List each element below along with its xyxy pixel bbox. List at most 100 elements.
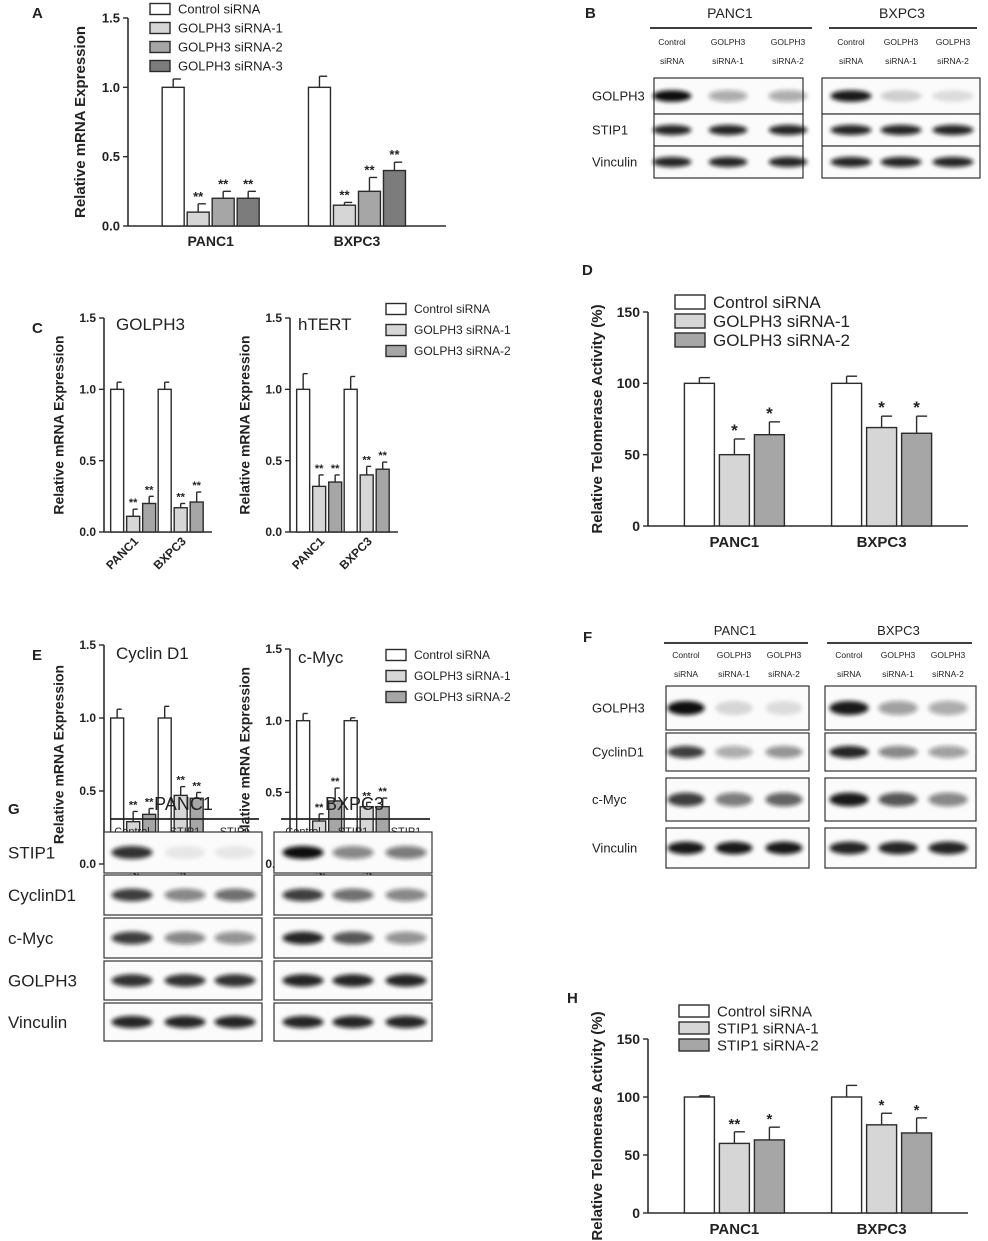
legend-label: GOLPH3 siRNA-2 xyxy=(414,690,511,704)
x-category-label: BXPC3 xyxy=(151,534,189,572)
legend-label: Control siRNA xyxy=(717,1003,812,1020)
cell-line-header: PANC1 xyxy=(707,5,753,21)
legend-swatch xyxy=(674,332,706,348)
bar-C2-PANC1-0 xyxy=(295,388,311,533)
significance-stars: ** xyxy=(729,1116,741,1133)
blot-band xyxy=(332,931,374,945)
significance-stars: ** xyxy=(192,780,201,792)
y-tick-label: 1.5 xyxy=(79,311,96,325)
y-tick-label: 1.0 xyxy=(79,383,96,397)
blot-band xyxy=(880,124,922,136)
legend-swatch xyxy=(678,1004,710,1018)
blot-band xyxy=(829,792,869,807)
blot-row-label: GOLPH3 xyxy=(592,89,645,104)
blot-band xyxy=(385,1015,427,1029)
y-tick-label: 50 xyxy=(624,1147,640,1163)
y-tick-label: 150 xyxy=(617,1031,641,1047)
significance-stars: * xyxy=(731,421,738,440)
blot-band xyxy=(928,792,968,807)
lane-label: GOLPH3 xyxy=(884,37,919,47)
bar-H-BXPC3-2 xyxy=(900,1132,933,1214)
blot-band xyxy=(932,124,974,136)
y-tick-label: 100 xyxy=(617,375,641,391)
blot-band xyxy=(830,90,872,102)
legend-swatch xyxy=(149,59,171,73)
lane-label: GOLPH3 xyxy=(881,650,916,660)
blot-band xyxy=(878,745,918,759)
legend-swatch xyxy=(385,690,407,704)
significance-stars: ** xyxy=(362,454,371,466)
blot-band xyxy=(878,841,918,855)
y-tick-label: 0 xyxy=(632,518,640,534)
lane-label: siRNA xyxy=(837,669,861,679)
y-tick-label: 1.0 xyxy=(102,80,120,95)
panel-letter-H: H xyxy=(567,990,578,1007)
blot-band xyxy=(765,745,803,759)
x-category-label: BXPC3 xyxy=(334,233,381,249)
panel-letter-E: E xyxy=(32,647,42,664)
x-category-label: PANC1 xyxy=(187,233,234,249)
y-tick-label: 0.5 xyxy=(79,784,96,798)
blot-band xyxy=(667,745,705,759)
x-category-label: PANC1 xyxy=(710,534,760,551)
legend-label: GOLPH3 siRNA-1 xyxy=(414,669,511,683)
legend-label: STIP1 siRNA-2 xyxy=(717,1037,819,1054)
bar-D-PANC1-0 xyxy=(683,382,716,527)
blot-band xyxy=(768,124,808,136)
lane-label: GOLPH3 xyxy=(936,37,971,47)
blot-band xyxy=(932,90,974,102)
y-axis-label: Relative mRNA Expression xyxy=(51,335,67,514)
y-tick-label: 1.5 xyxy=(265,311,282,325)
blot-band xyxy=(111,931,153,945)
blot-F: F PANC1 Control siRNA GOLPH3 siRNA-1 GOLPH3 siR… xyxy=(583,623,977,869)
blot-band xyxy=(932,156,974,168)
y-tick-label: 1.0 xyxy=(265,383,282,397)
panel-letter-F: F xyxy=(583,629,592,646)
blot-band xyxy=(164,888,206,902)
y-tick-label: 0.0 xyxy=(265,525,282,539)
blot-band xyxy=(667,700,705,716)
blot-band xyxy=(111,845,153,860)
legend-label: Control siRNA xyxy=(713,293,821,312)
blot-band xyxy=(715,700,753,716)
x-category-label: PANC1 xyxy=(289,534,327,572)
significance-stars: ** xyxy=(378,450,387,462)
blot-band xyxy=(715,841,753,855)
blot-band xyxy=(768,156,808,168)
cell-line-header: PANC1 xyxy=(154,794,213,814)
legend-swatch xyxy=(678,1021,710,1035)
blot-band xyxy=(829,700,869,716)
legend-label: GOLPH3 siRNA-1 xyxy=(178,21,283,36)
blot-band xyxy=(332,845,374,860)
blot-band xyxy=(667,841,705,855)
chart-D: D 0 50 100 150 Relative Telomerase Activity (… xyxy=(582,262,968,551)
panel-letter-G: G xyxy=(8,801,20,818)
significance-stars: * xyxy=(879,1097,885,1114)
significance-stars: ** xyxy=(339,187,350,202)
blot-band xyxy=(830,124,872,136)
legend-swatch xyxy=(385,669,407,683)
bar-A-BXPC3-0 xyxy=(307,86,332,227)
significance-stars: * xyxy=(878,398,885,417)
blot-band xyxy=(385,888,427,902)
lane-label: siRNA-1 xyxy=(885,56,917,66)
blot-band xyxy=(332,888,374,902)
y-tick-label: 0.5 xyxy=(79,454,96,468)
legend-swatch xyxy=(149,21,171,35)
bar-A-BXPC3-2 xyxy=(357,190,382,227)
panel-letter-D: D xyxy=(582,262,593,279)
significance-stars: ** xyxy=(145,797,154,809)
bar-D-BXPC3-0 xyxy=(830,382,863,527)
blot-band xyxy=(214,931,256,945)
blot-band xyxy=(164,1015,206,1029)
bar-C1-PANC1-0 xyxy=(109,388,125,533)
significance-stars: ** xyxy=(331,463,340,475)
blot-band xyxy=(385,845,427,860)
blot-band xyxy=(708,124,748,136)
lane-label: Control xyxy=(837,37,865,47)
blot-band xyxy=(708,156,748,168)
blot-band xyxy=(282,931,324,945)
bar-A-PANC1-0 xyxy=(161,86,185,227)
bar-D-BXPC3-2 xyxy=(900,432,933,527)
